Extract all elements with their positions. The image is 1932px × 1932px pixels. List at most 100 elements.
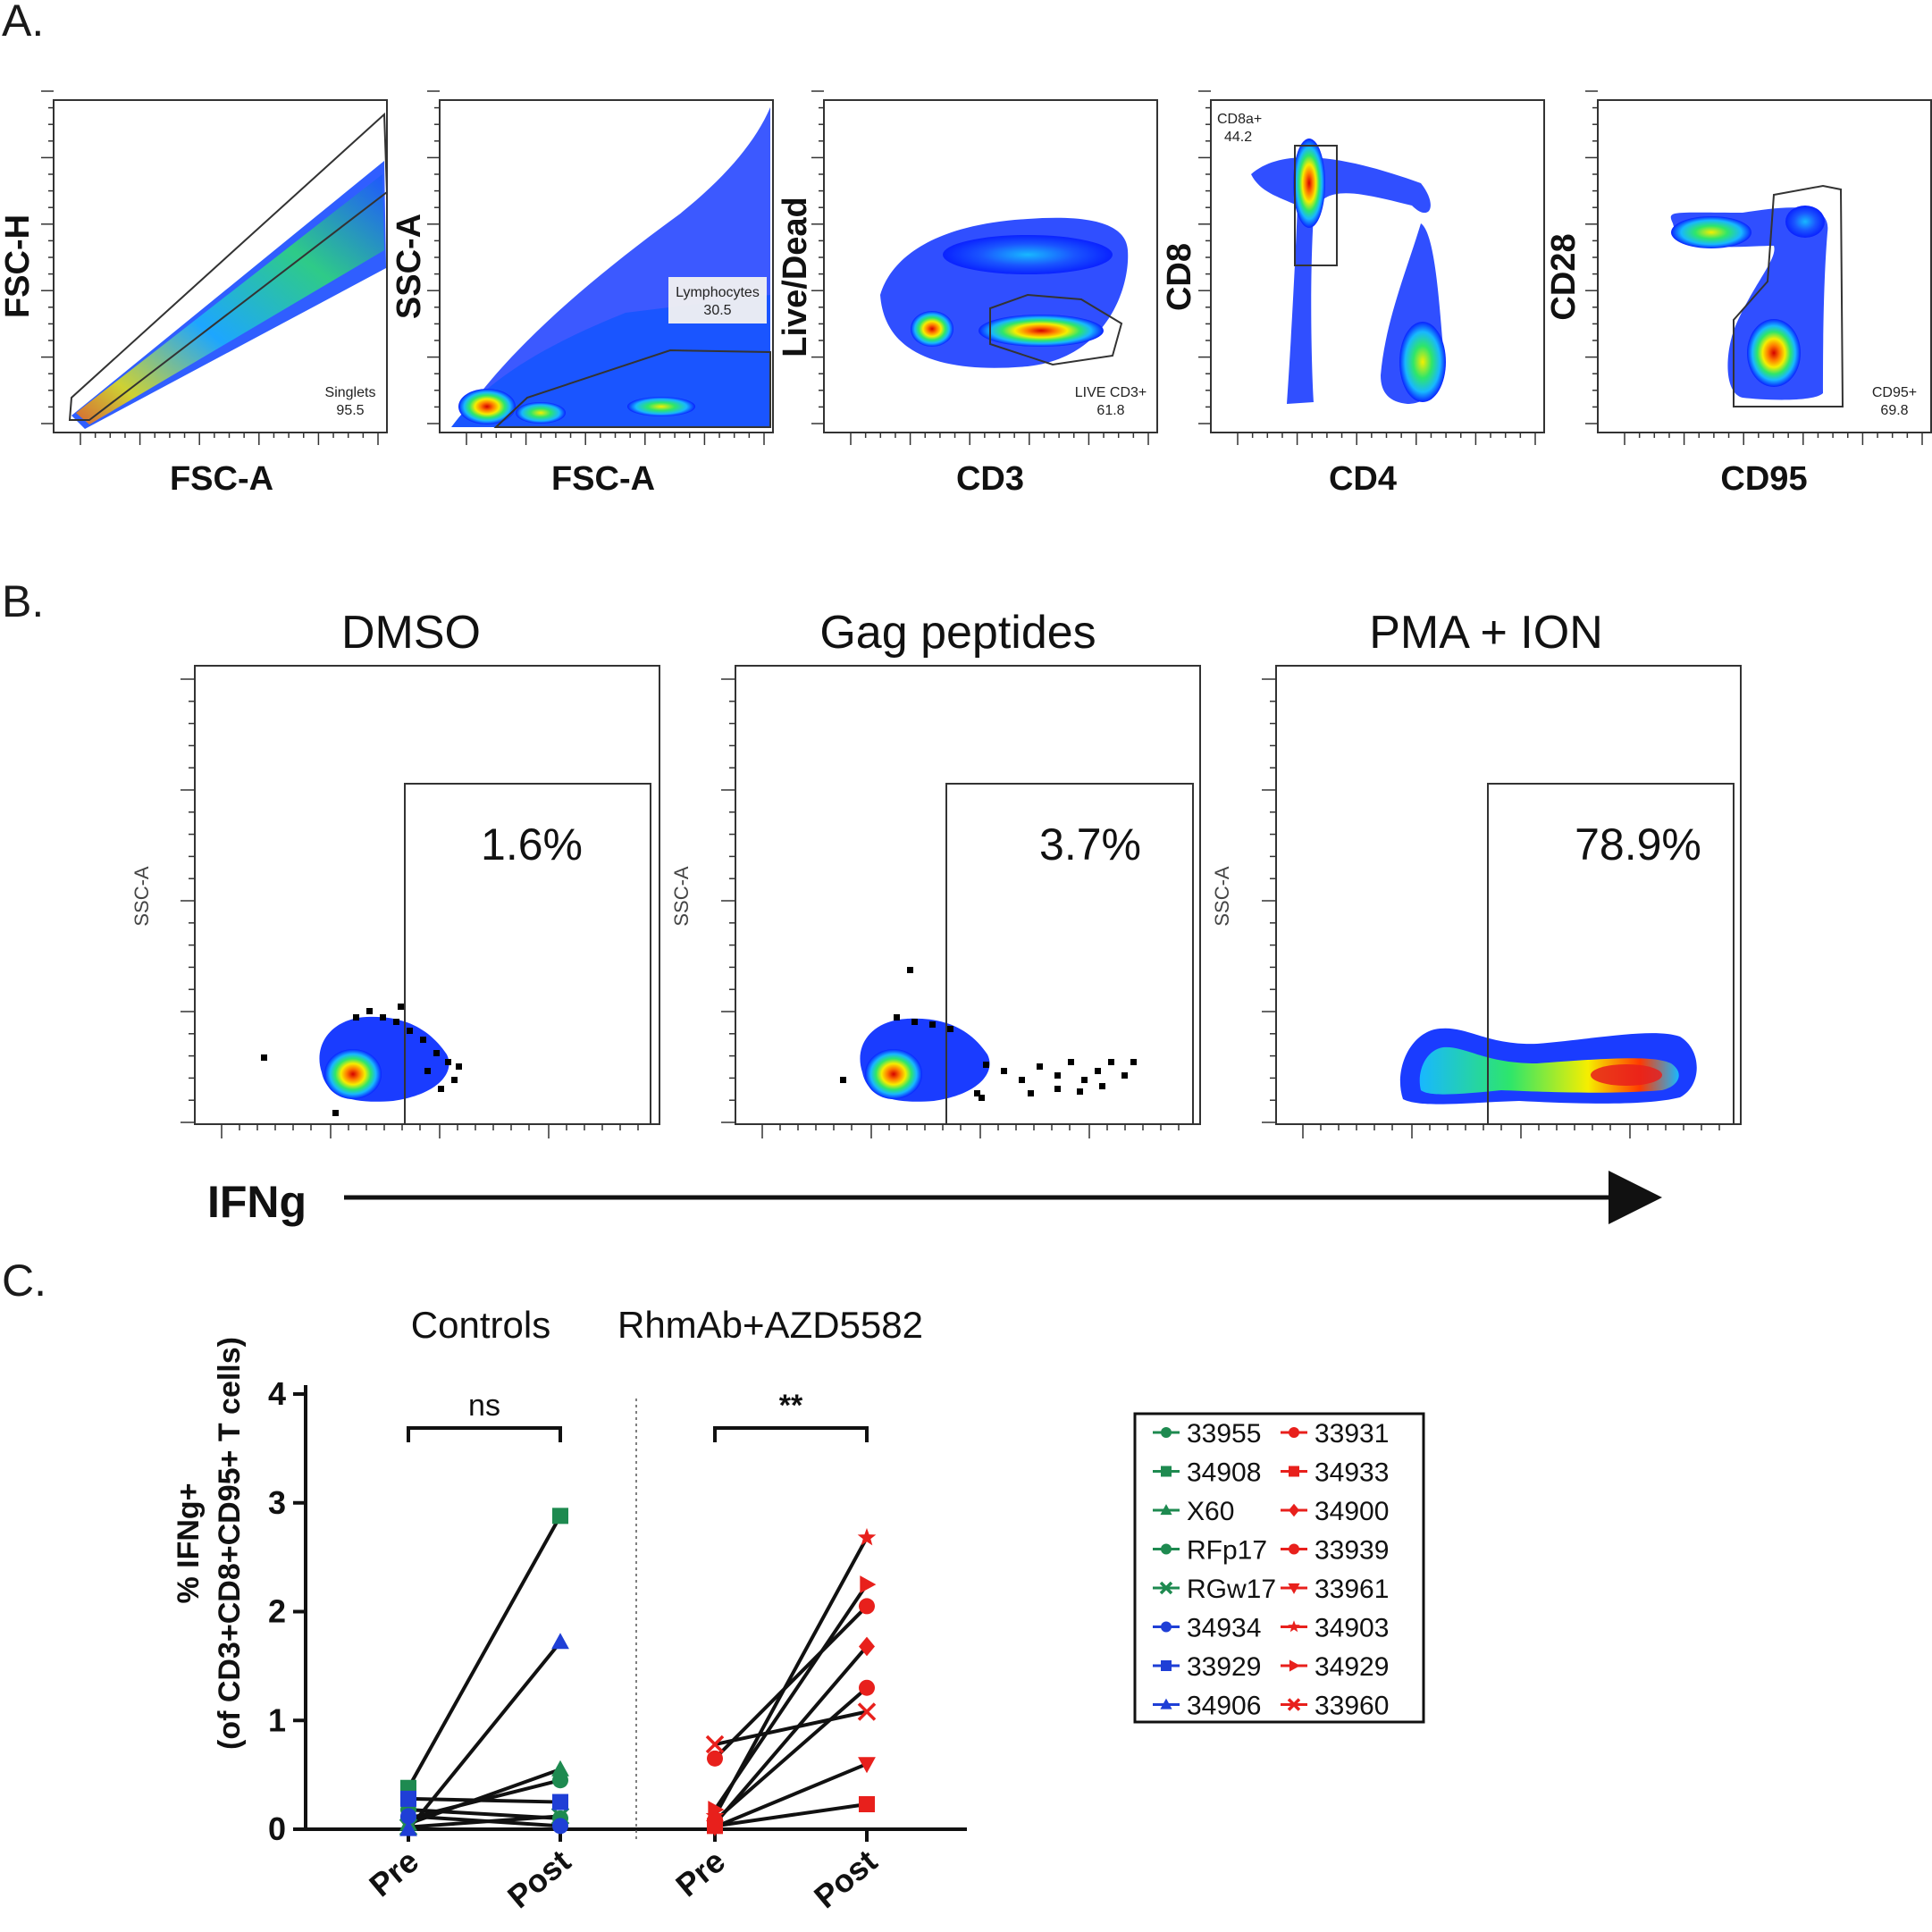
b2-title: Gag peptides — [819, 607, 1096, 659]
c-legend-label-34906: 34906 — [1187, 1692, 1261, 1721]
panel-b-plot-3: PMA + ION 78.9% SSC-A — [1211, 607, 1742, 1125]
c-legend-marker-33955 — [1161, 1427, 1172, 1438]
c-legend-label-34903: 34903 — [1315, 1614, 1389, 1643]
c-legend-marker-34929 — [1289, 1659, 1300, 1672]
c-legend-marker-34908 — [1161, 1466, 1172, 1477]
a4-gate-value: 44.2 — [1224, 130, 1252, 145]
a1-x-label: FSC-A — [170, 460, 273, 498]
a2-x-label: FSC-A — [551, 460, 655, 498]
c-point-33960-post — [857, 1702, 877, 1721]
b2-percent: 3.7% — [1039, 819, 1141, 869]
c-legend-label-33929: 33929 — [1187, 1652, 1261, 1682]
c-legend-label-34934: 34934 — [1187, 1614, 1261, 1643]
c-x-tick-label: Post — [807, 1843, 884, 1916]
c-point-33929-post — [552, 1793, 568, 1810]
c-point-34934-post — [552, 1818, 568, 1835]
panel-b-plot-1: DMSO 1.6% SSC-A — [130, 607, 660, 1125]
c-point-RFp17-post — [552, 1772, 568, 1789]
c-point-33960-pre-stroke — [705, 1735, 725, 1754]
a5-y-label: CD28 — [1545, 233, 1583, 320]
c-series-line-34908 — [407, 1515, 562, 1789]
b1-hotspot — [324, 1049, 382, 1099]
c-plot-area: 0 1 2 3 4 Pre Post ns Pre Post ** — [268, 1375, 967, 1915]
panel-b-letter: B. — [2, 576, 44, 626]
b3-percent: 78.9% — [1575, 819, 1701, 869]
b3-hotspot — [1591, 1064, 1662, 1086]
c-legend-label-33939: 33939 — [1315, 1536, 1389, 1566]
a2-y-label: SSC-A — [391, 214, 428, 319]
a2-gate — [493, 349, 771, 428]
c-series-line-33939 — [713, 1686, 869, 1822]
c-point-33931-pre — [707, 1750, 723, 1767]
c-legend-label-34929: 34929 — [1315, 1652, 1389, 1682]
b1-gate — [404, 783, 651, 1125]
c-sig-bracket — [713, 1426, 869, 1442]
c-sig-label: ns — [468, 1389, 500, 1423]
a1-gate — [68, 112, 389, 421]
c-legend-marker-X60 — [1160, 1504, 1172, 1516]
b1-title: DMSO — [341, 607, 481, 659]
c-series-line-34900 — [713, 1645, 869, 1826]
c-point-33961-pre — [706, 1819, 724, 1836]
a3-gate — [989, 293, 1123, 366]
c-legend-marker-RGw17 — [1159, 1581, 1173, 1595]
c-point-34903-post — [857, 1527, 877, 1546]
a4-gate-name: CD8a+ — [1217, 112, 1262, 127]
c-legend-label-34908: 34908 — [1187, 1458, 1261, 1488]
c-legend: 33955 34908 X60 RFp17 RGw17 34934 33929 34906 33… — [1133, 1412, 1425, 1724]
c-legend-marker-33939 — [1289, 1543, 1299, 1555]
c-legend-label-RGw17: RGw17 — [1187, 1575, 1276, 1604]
a3-density-upper — [943, 235, 1113, 274]
a4-density-cd8 — [1251, 157, 1431, 404]
c-y-tick-label: 1 — [268, 1701, 286, 1738]
a5-hotspot-2 — [1785, 206, 1825, 238]
a2-hotspot-3 — [627, 397, 695, 416]
a4-hotspot-cd8 — [1293, 139, 1325, 228]
c-point-34906-post — [551, 1633, 569, 1650]
c-sig-bracket — [407, 1426, 562, 1442]
a4-frame — [1210, 99, 1545, 433]
a1-gate-name: Singlets — [325, 385, 376, 400]
c-legend-label-X60: X60 — [1187, 1497, 1234, 1526]
a5-hotspot-1 — [1671, 216, 1751, 248]
c-legend-label-33931: 33931 — [1315, 1419, 1389, 1449]
b1-events — [261, 1004, 462, 1116]
panel-a-plot-4: CD8a+ 44.2 CD4 CD8 — [1161, 99, 1545, 498]
c-point-33961-post — [858, 1757, 876, 1774]
c-point-34929-pre — [708, 1801, 725, 1819]
c-point-X60-post — [551, 1760, 569, 1777]
c-legend-marker-33960 — [1287, 1698, 1301, 1711]
c-series-line-33931 — [713, 1605, 869, 1760]
c-series-line-X60 — [407, 1768, 561, 1826]
c-legend-label-34933: 34933 — [1315, 1458, 1389, 1488]
c-legend-marker-RGw17-stroke — [1159, 1581, 1173, 1595]
b2-events — [840, 967, 1137, 1101]
c-legend-marker-33960-stroke — [1287, 1698, 1301, 1711]
c-legend-marker-33961 — [1288, 1583, 1300, 1594]
panel-a-letter: A. — [2, 0, 44, 46]
a3-y-label: Live/Dead — [777, 197, 814, 357]
c-legend-label-RFp17: RFp17 — [1187, 1536, 1267, 1566]
c-series-line-34933 — [714, 1802, 868, 1828]
c-point-34933-post — [859, 1795, 875, 1812]
c-point-34900-post — [859, 1636, 875, 1657]
a3-gate-value: 61.8 — [1096, 403, 1124, 418]
c-point-33931-post — [859, 1598, 875, 1615]
panel-a-plot-1: Singlets 95.5 FSC-A FSC-H — [0, 99, 389, 498]
c-sig-label: ** — [779, 1389, 803, 1423]
panel-a-plot-5: CD95+ 69.8 CD95 CD28 — [1545, 99, 1932, 498]
a5-gate-value: 69.8 — [1880, 403, 1908, 418]
c-y-tick-label: 2 — [268, 1593, 286, 1630]
c-point-33960-pre — [705, 1735, 725, 1754]
a4-hotspot-cd4 — [1399, 322, 1446, 402]
c-point-34908-post — [552, 1508, 568, 1525]
a2-hotspot-2 — [516, 402, 566, 424]
c-legend-label-33961: 33961 — [1315, 1575, 1389, 1604]
c-point-33960-post-stroke — [857, 1702, 877, 1721]
a3-x-label: CD3 — [956, 460, 1024, 498]
c-y-label-line1: % IFNg+ — [172, 1483, 206, 1603]
b2-hotspot — [865, 1049, 922, 1099]
c-x-tick-label: Post — [500, 1843, 577, 1916]
a5-gate — [1733, 184, 1844, 407]
